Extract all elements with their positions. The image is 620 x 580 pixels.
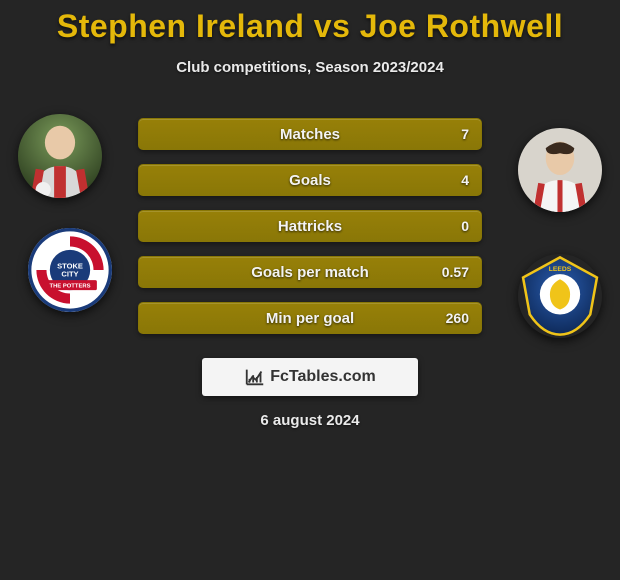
player-left-avatar bbox=[18, 114, 102, 198]
avatar-icon bbox=[18, 114, 102, 198]
svg-text:CITY: CITY bbox=[61, 270, 78, 279]
badge-icon: STOKE CITY THE POTTERS bbox=[28, 228, 112, 312]
chart-icon bbox=[244, 366, 266, 388]
club-right-badge: LEEDS bbox=[518, 254, 602, 338]
avatar-icon bbox=[518, 128, 602, 212]
stat-row: Matches 7 bbox=[138, 118, 482, 150]
brand-badge: FcTables.com bbox=[202, 358, 418, 396]
stat-value: 0 bbox=[461, 218, 469, 234]
page-title: Stephen Ireland vs Joe Rothwell bbox=[0, 0, 620, 45]
stat-row: Goals 4 bbox=[138, 164, 482, 196]
badge-icon: LEEDS bbox=[518, 254, 602, 338]
stat-row: Goals per match 0.57 bbox=[138, 256, 482, 288]
stat-row: Hattricks 0 bbox=[138, 210, 482, 242]
stat-value: 0.57 bbox=[442, 264, 469, 280]
svg-text:LEEDS: LEEDS bbox=[549, 266, 572, 273]
stat-label: Goals bbox=[139, 172, 481, 189]
brand-text: FcTables.com bbox=[270, 368, 376, 386]
comparison-area: STOKE CITY THE POTTERS LEEDS Matches 7 bbox=[0, 100, 620, 340]
player-right-avatar bbox=[518, 128, 602, 212]
svg-text:THE POTTERS: THE POTTERS bbox=[49, 284, 90, 290]
stat-row: Min per goal 260 bbox=[138, 302, 482, 334]
stat-value: 260 bbox=[446, 310, 469, 326]
stat-label: Hattricks bbox=[139, 218, 481, 235]
stats-list: Matches 7 Goals 4 Hattricks 0 Goals per … bbox=[138, 118, 482, 334]
club-left-badge: STOKE CITY THE POTTERS bbox=[28, 228, 112, 312]
stat-label: Matches bbox=[139, 126, 481, 143]
subtitle: Club competitions, Season 2023/2024 bbox=[0, 59, 620, 76]
date-text: 6 august 2024 bbox=[0, 412, 620, 429]
stat-value: 7 bbox=[461, 126, 469, 142]
stat-value: 4 bbox=[461, 172, 469, 188]
stat-label: Min per goal bbox=[139, 310, 481, 327]
stat-label: Goals per match bbox=[139, 264, 481, 281]
